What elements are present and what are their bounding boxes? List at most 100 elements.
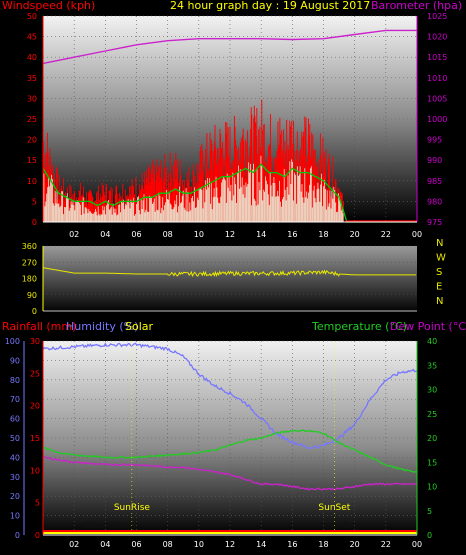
x-tick-label: 18 [318, 540, 328, 549]
x-tick-label: 04 [100, 540, 110, 549]
wind-tick-label: 20 [27, 136, 37, 145]
direction-panel-series [42, 267, 417, 278]
humidity-tick-label: 0 [15, 531, 20, 540]
baro-tick-label: 985 [427, 177, 442, 186]
moonrise-label: Moon Rise [84, 521, 131, 531]
temperature-tick-label: 5 [427, 507, 432, 516]
humidity-label: Humidity (%) [66, 320, 138, 333]
x-tick-label: 12 [225, 230, 235, 239]
baro-tick-label: 980 [427, 197, 442, 206]
x-tick-label: 00 [412, 230, 422, 239]
rain-tick-label: 30 [30, 337, 40, 346]
x-tick-label: 08 [163, 540, 173, 549]
baro-tick-label: 1025 [427, 12, 447, 21]
rainfall-label: Rainfall (mm) [2, 320, 76, 333]
x-tick-label: 04 [100, 230, 110, 239]
chart-title: 24 hour graph day : 19 August 2017 [170, 0, 370, 12]
temperature-tick-label: 40 [427, 337, 437, 346]
wind-panel-axes: 0510152025303540455097598098599099510001… [27, 12, 448, 239]
rain-tick-label: 15 [30, 434, 40, 443]
rain-tick-label: 0 [35, 531, 40, 540]
barometer-line [42, 29, 417, 65]
temperature-line [42, 429, 418, 474]
windspeed-axis-title: Windspeed (kph) [2, 0, 95, 12]
x-tick-label: 08 [163, 230, 173, 239]
baro-tick-label: 1005 [427, 94, 447, 103]
wind-tick-label: 45 [27, 33, 37, 42]
humidity-tick-label: 70 [10, 395, 20, 404]
direction-tick-label: 180 [22, 275, 37, 284]
compass-label: E [436, 282, 442, 293]
temperature-label: Temperature (°C) [311, 320, 407, 333]
wind-tick-label: 35 [27, 74, 37, 83]
wind-direction-line [42, 267, 417, 278]
baro-tick-label: 1020 [427, 33, 447, 42]
rain-tick-label: 25 [30, 369, 40, 378]
humidity-line [42, 342, 417, 450]
temperature-tick-label: 20 [427, 434, 437, 443]
x-tick-label: 10 [194, 230, 204, 239]
direction-tick-label: 0 [32, 307, 37, 316]
dewpoint-line [42, 456, 418, 491]
baro-tick-label: 1015 [427, 53, 447, 62]
wind-tick-label: 30 [27, 94, 37, 103]
direction-panel-background [43, 246, 417, 311]
moonset-label: Moon Set [316, 521, 359, 531]
x-tick-label: 14 [256, 230, 266, 239]
wind-tick-label: 50 [27, 12, 37, 21]
x-tick-label: 22 [381, 230, 391, 239]
dewpoint-label: Dew Point (°C) [390, 320, 466, 333]
direction-tick-label: 360 [22, 242, 37, 251]
x-tick-label: 20 [350, 540, 360, 549]
x-tick-label: 02 [69, 230, 79, 239]
humidity-tick-label: 90 [10, 356, 20, 365]
baro-tick-label: 990 [427, 156, 442, 165]
x-tick-label: 10 [194, 540, 204, 549]
wind-tick-label: 0 [32, 218, 37, 227]
temperature-tick-label: 25 [427, 410, 437, 419]
solar-label: Solar [125, 320, 154, 333]
humidity-tick-label: 100 [5, 337, 20, 346]
sunset-label: SunSet [318, 503, 350, 513]
temperature-tick-label: 35 [427, 361, 437, 370]
wind-tick-label: 5 [32, 197, 37, 206]
rain-tick-label: 10 [30, 466, 40, 475]
humidity-tick-label: 20 [10, 492, 20, 501]
baro-tick-label: 995 [427, 136, 442, 145]
baro-tick-label: 1000 [427, 115, 447, 124]
x-tick-label: 12 [225, 540, 235, 549]
compass-label: N [436, 296, 443, 307]
humidity-tick-label: 10 [10, 512, 20, 521]
humidity-tick-label: 60 [10, 415, 20, 424]
humidity-tick-label: 50 [10, 434, 20, 443]
x-tick-label: 02 [69, 540, 79, 549]
temperature-tick-label: 10 [427, 483, 437, 492]
wind-tick-label: 40 [27, 53, 37, 62]
compass-label: S [436, 267, 442, 278]
humidity-tick-label: 80 [10, 376, 20, 385]
wind-tick-label: 25 [27, 115, 37, 124]
temperature-panel-axes: 0 10 20 30 40 50 60 70 80 90 10 00 5 10 15 20 25 30 0 5 10 15… [5, 337, 437, 549]
x-tick-label: 14 [256, 540, 266, 549]
humidity-tick-label: 30 [10, 473, 20, 482]
temperature-tick-label: 30 [427, 386, 437, 395]
compass-label: W [436, 253, 446, 264]
x-tick-label: 00 [412, 540, 422, 549]
baro-tick-label: 1010 [427, 74, 447, 83]
rain-tick-label: 20 [30, 402, 40, 411]
temperature-panel-series: SunRise SunSet Moon Rise Moon Set [42, 341, 418, 535]
sunrise-label: SunRise [114, 503, 151, 513]
temperature-panel-grid [43, 340, 418, 536]
x-tick-label: 16 [287, 230, 297, 239]
x-tick-label: 22 [381, 540, 391, 549]
barometer-axis-title: Barometer (hpa) [371, 0, 462, 12]
rain-tick-label: 5 [35, 499, 40, 508]
wind-tick-label: 15 [27, 156, 37, 165]
humidity-tick-label: 40 [10, 453, 20, 462]
compass-label: N [436, 238, 443, 249]
direction-tick-label: 90 [27, 291, 37, 300]
x-tick-label: 16 [287, 540, 297, 549]
x-tick-label: 06 [131, 540, 141, 549]
temperature-tick-label: 15 [427, 458, 437, 467]
